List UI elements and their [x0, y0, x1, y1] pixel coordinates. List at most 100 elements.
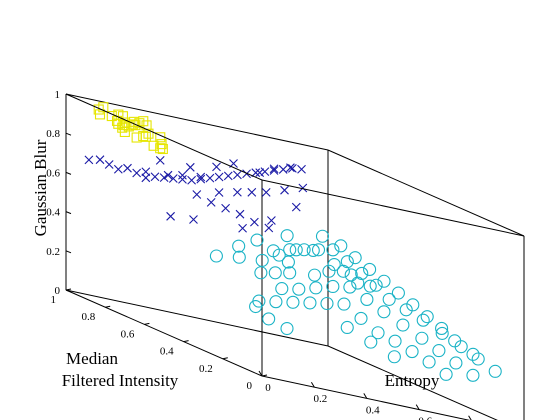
axes-box-front	[65, 93, 525, 237]
y-axis-label: Median Filtered Intensity	[62, 349, 179, 390]
x-tick-label: 0.2	[314, 393, 328, 405]
x-axis: 00.20.40.60.81	[258, 370, 472, 420]
data-point-circle	[448, 334, 462, 348]
data-point-circle	[396, 318, 410, 332]
data-point-circle	[311, 243, 326, 257]
y-tick-label: 1	[51, 294, 57, 306]
z-tick-label: 0.8	[46, 128, 60, 140]
data-point-circle	[303, 296, 317, 310]
data-point-circle	[315, 229, 330, 243]
data-point-circle	[340, 255, 354, 269]
data-point-x	[159, 173, 169, 182]
data-point-circle	[326, 279, 340, 294]
data-point-circle	[360, 292, 374, 306]
data-point-circle	[354, 311, 368, 325]
data-point-x	[168, 174, 178, 183]
box-edge	[65, 93, 329, 151]
series-circle	[209, 229, 502, 382]
y-tick	[105, 305, 111, 308]
axes-box-back	[65, 93, 525, 420]
y-tick-label: 0	[247, 380, 253, 392]
data-point-circle	[363, 279, 377, 293]
data-point-circle	[432, 344, 446, 358]
data-point-x	[104, 160, 114, 169]
data-point-square	[98, 102, 109, 113]
data-point-x	[238, 223, 247, 233]
data-point-circle	[322, 264, 336, 278]
data-point-circle	[286, 295, 300, 309]
z-tick-label: 0.2	[46, 246, 60, 258]
data-point-circle	[308, 268, 322, 282]
data-point-circle	[280, 321, 294, 336]
data-point-x	[178, 170, 187, 180]
data-point-circle	[377, 305, 391, 319]
data-point-circle	[340, 320, 354, 335]
data-point-square	[140, 131, 151, 142]
data-point-circle	[280, 229, 294, 243]
data-point-x	[192, 190, 202, 199]
data-point-circle	[415, 331, 429, 345]
data-point-square	[148, 140, 159, 151]
data-point-x	[267, 216, 276, 225]
data-point-circle	[292, 282, 306, 296]
data-point-circle	[406, 298, 420, 312]
y-tick-label: 0.6	[121, 328, 135, 340]
data-point-circle	[232, 239, 246, 253]
data-point-x	[269, 166, 279, 175]
y-axis-label-line: Filtered Intensity	[62, 371, 179, 390]
data-point-x	[255, 168, 265, 178]
data-point-x	[280, 185, 289, 195]
data-point-x	[205, 173, 215, 183]
data-point-circle	[391, 286, 405, 300]
data-point-x	[214, 188, 224, 197]
data-point-circle	[416, 313, 430, 327]
data-point-circle	[377, 274, 391, 288]
x-tick-label: 0.4	[366, 404, 380, 416]
data-point-x	[155, 156, 165, 165]
data-point-circle	[435, 326, 449, 340]
data-point-circle	[320, 296, 334, 311]
data-point-x	[150, 172, 160, 182]
y-tick	[144, 322, 150, 325]
data-point-circle	[364, 335, 378, 349]
data-point-x	[196, 174, 206, 184]
data-point-x	[287, 163, 297, 173]
box-edge	[65, 289, 329, 347]
data-point-circle	[466, 368, 480, 382]
data-point-square	[134, 118, 145, 129]
data-point-circle	[382, 292, 396, 306]
z-tick	[65, 132, 72, 136]
box-edge	[261, 375, 471, 420]
data-point-circle	[439, 367, 453, 381]
data-points	[84, 102, 502, 382]
data-point-circle	[266, 244, 280, 258]
data-point-circle	[422, 355, 436, 369]
data-point-circle	[209, 249, 223, 263]
data-point-square	[143, 128, 154, 139]
data-point-x	[113, 164, 123, 174]
data-point-circle	[268, 266, 282, 280]
data-point-circle	[297, 243, 311, 257]
series-square	[93, 102, 168, 155]
x-axis-label: Entropy	[385, 371, 440, 390]
data-point-x	[178, 174, 187, 184]
data-point-x	[166, 211, 175, 221]
data-point-x	[247, 187, 257, 197]
data-point-x	[233, 170, 242, 180]
data-point-circle	[327, 257, 341, 272]
data-point-circle	[343, 280, 357, 294]
z-tick-label: 0.4	[46, 207, 60, 219]
data-point-circle	[466, 347, 480, 361]
data-point-x	[223, 171, 233, 181]
data-point-circle	[262, 312, 276, 326]
data-point-x	[269, 164, 279, 174]
y-tick-label: 0.4	[160, 346, 174, 358]
data-point-circle	[306, 243, 320, 257]
data-point-circle	[371, 326, 385, 340]
data-point-square	[119, 126, 130, 138]
data-point-x	[163, 170, 173, 180]
y-axis-label-line: Median	[66, 349, 118, 368]
data-point-x	[212, 162, 221, 172]
data-point-circle	[355, 266, 369, 280]
x-tick	[363, 393, 368, 399]
